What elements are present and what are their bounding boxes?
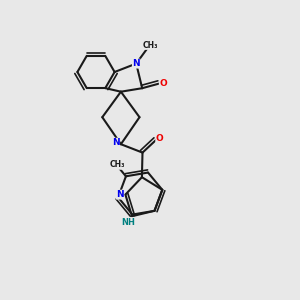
Text: CH₃: CH₃ — [143, 40, 158, 50]
Text: O: O — [159, 79, 167, 88]
Text: CH₃: CH₃ — [110, 160, 125, 169]
Text: N: N — [112, 138, 119, 147]
Text: N: N — [116, 190, 124, 199]
Text: O: O — [156, 134, 164, 143]
Text: NH: NH — [122, 218, 135, 227]
Text: N: N — [132, 59, 140, 68]
